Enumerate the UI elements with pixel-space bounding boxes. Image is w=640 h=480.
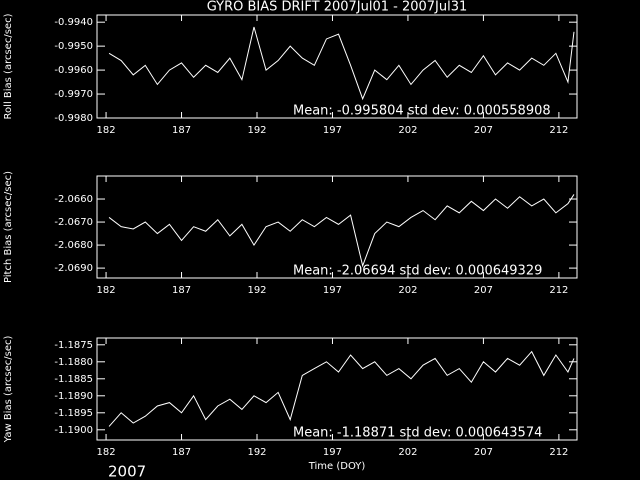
x-axis-label: Time (DOY) <box>308 461 366 472</box>
x-tick-label: 202 <box>398 125 417 136</box>
x-tick-label: 202 <box>398 447 417 458</box>
annotation: Mean: -2.06694 std dev: 0.000649329 <box>293 264 542 279</box>
x-tick-label: 207 <box>474 447 493 458</box>
x-tick-label: 212 <box>549 447 568 458</box>
y-tick-label: -1.1880 <box>54 357 93 368</box>
x-tick-label: 182 <box>97 125 116 136</box>
y-tick-label: -0.9950 <box>54 41 93 52</box>
y-axis-label: Yaw Bias (arcsec/sec) <box>3 336 14 444</box>
data-line <box>108 194 575 268</box>
plot-frame <box>96 175 578 279</box>
annotation: Mean: -0.995804 std dev: 0.000558908 <box>293 104 551 119</box>
x-tick-label: 207 <box>474 285 493 296</box>
y-tick-label: -1.1895 <box>54 408 93 419</box>
annotation: Mean: -1.18871 std dev: 0.000643574 <box>293 426 542 441</box>
y-tick-label: -2.0690 <box>54 263 93 274</box>
x-tick-label: 202 <box>398 285 417 296</box>
year-label: 2007 <box>108 463 146 480</box>
x-tick-label: 192 <box>247 447 266 458</box>
chart-title: GYRO BIAS DRIFT 2007Jul01 - 2007Jul31 <box>207 0 468 15</box>
y-tick-label: -1.1900 <box>54 425 93 436</box>
x-tick-label: 192 <box>247 285 266 296</box>
y-tick-label: -0.9970 <box>54 89 93 100</box>
x-tick-label: 192 <box>247 125 266 136</box>
plot-frame <box>96 337 578 441</box>
x-tick-label: 207 <box>474 125 493 136</box>
x-tick-label: 187 <box>172 285 191 296</box>
x-tick-label: 212 <box>549 285 568 296</box>
y-tick-label: -1.1875 <box>54 340 93 351</box>
data-line <box>108 350 575 427</box>
x-tick-label: 197 <box>323 285 342 296</box>
y-tick-label: -2.0680 <box>54 240 93 251</box>
y-tick-label: -1.1885 <box>54 374 93 385</box>
y-tick-label: -0.9940 <box>54 17 93 28</box>
x-tick-label: 197 <box>323 447 342 458</box>
y-tick-label: -0.9980 <box>54 113 93 124</box>
y-tick-label: -2.0670 <box>54 217 93 228</box>
x-tick-label: 187 <box>172 447 191 458</box>
y-axis-label: Roll Bias (arcsec/sec) <box>3 13 14 119</box>
data-line <box>108 26 575 101</box>
plot-frame <box>96 14 578 119</box>
y-axis-label: Pitch Bias (arcsec/sec) <box>3 171 14 283</box>
x-tick-label: 182 <box>97 285 116 296</box>
y-tick-label: -2.0660 <box>54 194 93 205</box>
y-tick-label: -1.1890 <box>54 391 93 402</box>
y-tick-label: -0.9960 <box>54 65 93 76</box>
x-tick-label: 187 <box>172 125 191 136</box>
x-tick-label: 182 <box>97 447 116 458</box>
x-tick-label: 212 <box>549 125 568 136</box>
x-tick-label: 197 <box>323 125 342 136</box>
